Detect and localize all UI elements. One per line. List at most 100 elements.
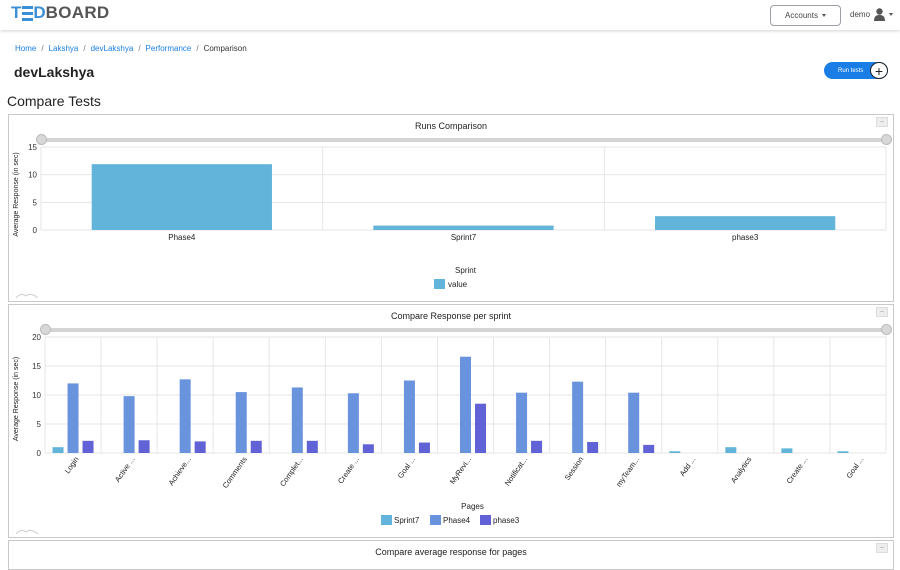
- x-tick-label: Achieve...: [167, 455, 193, 487]
- x-tick-label: myTeam...: [614, 455, 641, 488]
- legend-label: Sprint7: [394, 516, 420, 525]
- bar: [572, 381, 584, 453]
- bar: [587, 441, 599, 453]
- bar: [531, 440, 543, 453]
- legend-swatch: [434, 279, 445, 289]
- user-icon: [874, 7, 886, 21]
- x-tick-label: Sprint7: [451, 233, 477, 242]
- bar: [516, 392, 528, 453]
- tedboard-logo[interactable]: T D BOARD: [11, 3, 110, 23]
- y-tick-label: 10: [32, 391, 41, 400]
- breadcrumb-performance[interactable]: Performance: [145, 44, 192, 53]
- breadcrumb-separator: /: [138, 44, 141, 53]
- average-response-pages-panel: Compare average response for pages –: [8, 540, 894, 570]
- bar: [725, 447, 737, 453]
- runs-comparison-chart: 0 5 10 15 Phase4 Sprint7 phase3 Average Respons…: [13, 143, 887, 289]
- logo-word-board: BOARD: [45, 3, 110, 22]
- x-tick-label: phase3: [732, 233, 759, 242]
- x-tick-label: Session: [563, 455, 586, 482]
- x-tick-label: Goal ...: [844, 455, 865, 480]
- plus-circle-icon[interactable]: +: [870, 62, 888, 79]
- bar: [781, 448, 793, 453]
- slider-left-handle[interactable]: [40, 324, 51, 335]
- bar: [347, 393, 359, 453]
- breadcrumb-home[interactable]: Home: [15, 44, 37, 53]
- accounts-dropdown-button[interactable]: Accounts: [770, 5, 841, 26]
- response-per-sprint-panel: Compare Response per sprint – 0 5 10 15 20 Lo…: [8, 304, 894, 538]
- y-axis-label: Average Response (in sec): [13, 152, 20, 236]
- minimize-icon[interactable]: –: [876, 307, 888, 317]
- slider-left-handle[interactable]: [36, 134, 47, 145]
- y-tick-label: 0: [37, 449, 42, 458]
- bar: [362, 444, 374, 453]
- bar: [837, 451, 849, 453]
- bar: [460, 356, 471, 453]
- runs-comparison-panel: Runs Comparison – 0 5 10 15 Phase4 Sprint7 pha…: [8, 114, 894, 302]
- x-tick-label: Analytics: [729, 455, 754, 485]
- bar: [418, 442, 430, 453]
- bar: [138, 440, 150, 453]
- y-tick-label: 20: [32, 333, 41, 342]
- bar: [67, 383, 79, 453]
- breadcrumb-lakshya[interactable]: Lakshya: [48, 44, 79, 53]
- x-tick-label: Active ...: [113, 455, 137, 484]
- x-tick-label: Goal ...: [396, 455, 417, 480]
- legend-label: value: [448, 280, 468, 289]
- bar: [655, 216, 836, 230]
- bar: [373, 225, 554, 230]
- bar: [669, 451, 681, 453]
- bar: [179, 379, 191, 453]
- x-tick-label: Login: [63, 455, 81, 475]
- breadcrumb: Home / Lakshya / devLakshya / Performance / …: [15, 44, 247, 53]
- accounts-label: Accounts: [785, 11, 818, 20]
- logo-letter-t: T: [11, 3, 22, 22]
- run-tests-label: Run tests: [838, 67, 864, 74]
- legend-swatch: [480, 515, 491, 525]
- resize-handle-icon[interactable]: [16, 292, 38, 298]
- response-per-sprint-chart: 0 5 10 15 20 Login Active ... Achieve... Comment…: [13, 333, 887, 525]
- breadcrumb-separator: /: [196, 44, 199, 53]
- bar: [235, 392, 247, 453]
- y-tick-label: 5: [33, 198, 38, 207]
- chart-title: Runs Comparison: [414, 121, 488, 131]
- chart-title: Compare Response per sprint: [390, 311, 512, 321]
- logo-e-icon: [21, 5, 33, 21]
- resize-handle-icon[interactable]: [16, 528, 38, 534]
- bar: [91, 164, 272, 230]
- minimize-icon[interactable]: –: [876, 543, 888, 553]
- x-tick-label: Add ...: [678, 455, 698, 478]
- logo-letter-d: D: [33, 3, 46, 22]
- legend-label: phase3: [493, 516, 520, 525]
- chevron-down-icon: [889, 12, 894, 16]
- bar: [123, 396, 135, 453]
- legend-swatch: [430, 515, 441, 525]
- bar: [82, 440, 94, 453]
- x-tick-label: Phase4: [168, 233, 196, 242]
- y-tick-label: 15: [32, 362, 41, 371]
- zoom-slider[interactable]: [36, 134, 892, 145]
- chevron-down-icon: [821, 14, 826, 17]
- bar: [52, 447, 64, 453]
- slider-right-handle[interactable]: [881, 134, 892, 145]
- bar: [306, 440, 318, 453]
- legend-label: Phase4: [443, 516, 471, 525]
- breadcrumb-separator: /: [83, 44, 86, 53]
- x-tick-label: Create ...: [336, 455, 361, 485]
- project-title: devLakshya: [14, 64, 95, 80]
- bar: [291, 387, 303, 453]
- x-tick-label: Create ...: [784, 455, 809, 485]
- y-axis-label: Average Response (in sec): [13, 357, 20, 441]
- x-axis-label: Pages: [461, 502, 484, 511]
- x-tick-label: Complet...: [278, 455, 305, 488]
- user-menu[interactable]: demo: [850, 6, 894, 22]
- minimize-icon[interactable]: –: [876, 117, 888, 127]
- top-navbar: T D BOARD Accounts demo: [0, 0, 900, 30]
- breadcrumb-separator: /: [41, 44, 44, 53]
- slider-right-handle[interactable]: [881, 324, 892, 335]
- bar: [194, 441, 206, 453]
- zoom-slider[interactable]: [40, 324, 892, 335]
- bar: [643, 444, 655, 453]
- breadcrumb-devlakshya[interactable]: devLakshya: [90, 44, 134, 53]
- y-tick-label: 5: [37, 420, 42, 429]
- x-axis-label: Sprint: [455, 266, 477, 275]
